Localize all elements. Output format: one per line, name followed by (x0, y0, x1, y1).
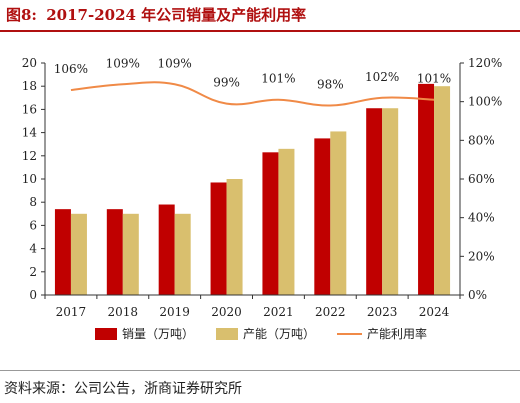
y-tick-label-right: 0% (468, 288, 487, 302)
axes-layer: 0 2 4 6 8 10 12 14 16 18 20 0% 20% 40% 60% 80% 100% 120% 2… (22, 56, 503, 319)
y-tick-label-left: 14 (22, 126, 38, 140)
sales-bar-2022 (314, 138, 331, 295)
utilization-line (70, 81, 435, 107)
capacity-bar-2018 (122, 213, 139, 295)
figure-title: 图8: 2017-2024 年公司销量及产能利用率 (6, 4, 306, 25)
capacity-bar-2020 (226, 179, 243, 295)
x-tick-label-2022: 2022 (315, 305, 346, 319)
y-tick-label-right: 100% (468, 95, 502, 109)
y-tick-label-left: 18 (22, 79, 37, 93)
y-tick-label-right: 40% (468, 211, 495, 225)
x-tick-label-2018: 2018 (108, 305, 139, 319)
bars-layer (54, 83, 451, 296)
x-tick-label-2017: 2017 (56, 305, 87, 319)
capacity-bar-2022 (330, 131, 347, 295)
source-note: 资料来源：公司公告，浙商证券研究所 (4, 381, 242, 397)
utilization-label-2020: 99% (213, 76, 240, 90)
sales-bar-2018 (106, 209, 123, 295)
title-divider (0, 30, 520, 32)
x-tick-label-2021: 2021 (263, 305, 294, 319)
utilization-label-2024: 101% (417, 72, 451, 86)
y-tick-label-left: 8 (29, 195, 37, 209)
y-tick-label-left: 20 (22, 56, 37, 70)
y-tick-label-left: 10 (22, 172, 37, 186)
y-tick-label-right: 80% (468, 133, 495, 147)
utilization-label-2021: 101% (261, 72, 295, 86)
figure-title-text: 2017-2024 年公司销量及产能利用率 (46, 6, 307, 24)
capacity-bar-2023 (382, 108, 399, 296)
y-tick-label-right: 20% (468, 249, 495, 263)
utilization-label-2022: 98% (317, 78, 344, 92)
y-tick-label-left: 0 (29, 288, 37, 302)
capacity-bar-2017 (70, 213, 87, 295)
y-tick-label-left: 16 (22, 102, 37, 116)
sales-bar-2024 (418, 83, 435, 295)
capacity-bar-2019 (174, 213, 191, 295)
legend-label-utilization: 产能利用率 (367, 326, 427, 341)
x-tick-label-2019: 2019 (159, 305, 190, 319)
sales-bar-2023 (366, 108, 383, 296)
y-tick-label-left: 4 (29, 242, 37, 256)
chart: 106% 109% 109% 99% 101% 98% 102% 101% 0 2 4 6 8 10 12… (22, 56, 503, 341)
source-divider (0, 370, 520, 371)
y-tick-label-left: 6 (29, 218, 37, 232)
x-tick-label-2023: 2023 (367, 305, 398, 319)
y-tick-label-left: 2 (29, 265, 37, 279)
capacity-bar-2021 (278, 148, 295, 295)
x-tick-label-2020: 2020 (211, 305, 242, 319)
sales-bar-2019 (158, 204, 175, 295)
utilization-label-2019: 109% (158, 56, 192, 70)
sales-bar-2021 (262, 152, 279, 295)
legend-label-sales: 销量（万吨） (122, 327, 194, 341)
legend-label-capacity: 产能（万吨） (243, 327, 315, 341)
utilization-label-2018: 109% (106, 56, 140, 70)
figure-number: 图8: (6, 6, 37, 24)
legend-swatch-sales (95, 328, 117, 340)
utilization-label-2017: 106% (54, 62, 88, 76)
y-tick-label-right: 60% (468, 172, 495, 186)
utilization-label-2023: 102% (365, 70, 399, 84)
sales-bar-2020 (210, 182, 227, 295)
legend-swatch-capacity (216, 328, 238, 340)
line-layer: 106% 109% 109% 99% 101% 98% 102% 101% (54, 56, 451, 107)
sales-bar-2017 (54, 209, 71, 295)
legend: 销量（万吨） 产能（万吨） 产能利用率 (95, 326, 427, 341)
y-tick-label-right: 120% (468, 56, 502, 70)
y-tick-label-left: 12 (22, 149, 37, 163)
capacity-bar-2024 (434, 86, 451, 295)
x-tick-label-2024: 2024 (419, 305, 450, 319)
